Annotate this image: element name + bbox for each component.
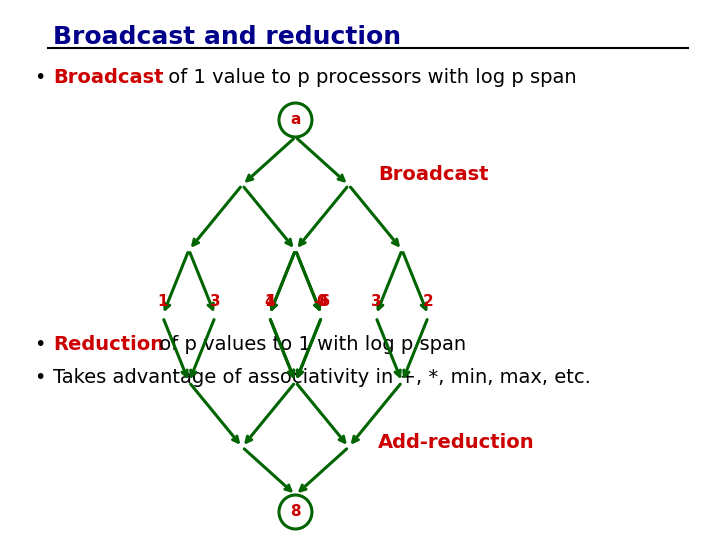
Text: a: a xyxy=(290,112,301,127)
Text: of 1 value to p processors with log p span: of 1 value to p processors with log p sp… xyxy=(162,68,577,87)
Text: 3: 3 xyxy=(210,294,220,309)
Text: 0: 0 xyxy=(316,294,327,309)
Text: -6: -6 xyxy=(313,294,330,309)
Text: 1: 1 xyxy=(264,294,274,309)
Text: •: • xyxy=(34,368,45,387)
Text: Takes advantage of associativity in +, *, min, max, etc.: Takes advantage of associativity in +, *… xyxy=(53,368,591,387)
Text: •: • xyxy=(34,68,45,87)
Text: 3: 3 xyxy=(371,294,381,309)
Text: Add-reduction: Add-reduction xyxy=(378,433,534,451)
Text: 8: 8 xyxy=(290,504,301,519)
Text: Broadcast: Broadcast xyxy=(53,68,163,87)
Text: Broadcast and reduction: Broadcast and reduction xyxy=(53,25,402,49)
Text: 4: 4 xyxy=(264,294,274,309)
Text: 1: 1 xyxy=(158,294,168,309)
Text: •: • xyxy=(34,335,45,354)
Text: 2: 2 xyxy=(423,294,433,309)
Text: Reduction: Reduction xyxy=(53,335,164,354)
Text: of p values to 1 with log p span: of p values to 1 with log p span xyxy=(153,335,466,354)
Text: Broadcast: Broadcast xyxy=(378,165,488,185)
